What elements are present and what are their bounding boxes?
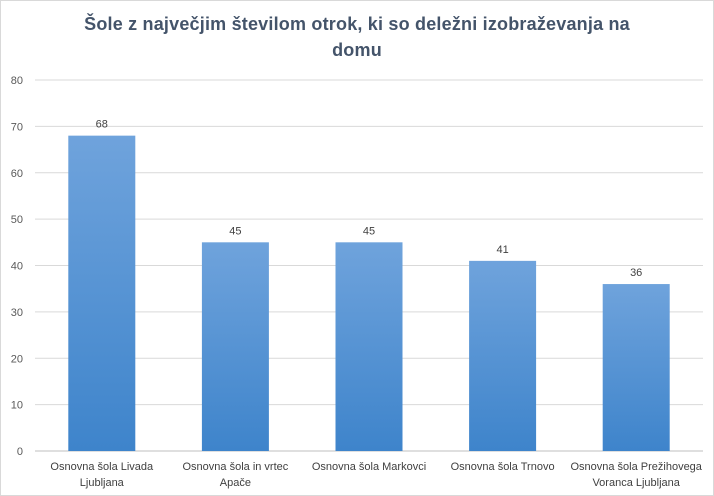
y-tick-label: 20 xyxy=(11,353,23,365)
data-label: 36 xyxy=(630,267,642,279)
bar xyxy=(68,135,136,451)
y-tick-label: 80 xyxy=(11,75,23,87)
y-tick-label: 30 xyxy=(11,307,23,319)
x-category-label: Osnovna šola Trnovo xyxy=(451,461,555,473)
y-tick-label: 10 xyxy=(11,400,23,412)
y-tick-label: 50 xyxy=(11,214,23,226)
y-axis-ticks: 0 10 20 30 40 50 60 70 80 xyxy=(11,75,23,458)
data-label: 45 xyxy=(363,225,375,237)
bar xyxy=(469,260,537,451)
bar xyxy=(201,242,269,451)
x-category-label: Osnovna šola Markovci xyxy=(312,461,426,473)
data-label: 45 xyxy=(229,225,241,237)
gridlines xyxy=(35,79,703,452)
bars xyxy=(68,135,670,451)
bar xyxy=(335,242,403,451)
chart-title: Šole z največjim številom otrok, ki so d… xyxy=(84,14,630,60)
bar xyxy=(602,284,670,451)
data-label: 41 xyxy=(496,244,508,256)
y-tick-label: 70 xyxy=(11,121,23,133)
x-category-label: Osnovna šola in vrtec Apače xyxy=(183,461,289,489)
y-tick-label: 60 xyxy=(11,168,23,180)
data-label: 68 xyxy=(96,119,108,131)
x-axis-categories: Osnovna šola Livada Ljubljana Osnovna šola… xyxy=(50,461,702,489)
y-tick-label: 0 xyxy=(17,446,23,458)
y-tick-label: 40 xyxy=(11,261,23,273)
x-category-label: Osnovna šola Prežihovega Voranca Ljubljan… xyxy=(570,461,702,489)
data-labels: 68 45 45 41 36 xyxy=(96,119,643,279)
x-category-label: Osnovna šola Livada Ljubljana xyxy=(50,461,154,489)
